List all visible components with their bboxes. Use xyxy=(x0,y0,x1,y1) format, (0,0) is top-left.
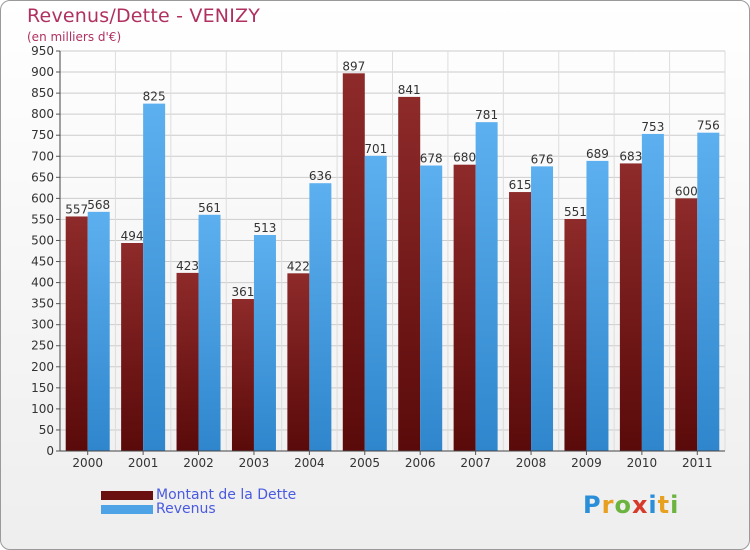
y-tick-label: 900 xyxy=(31,65,54,79)
data-label-dette-2001: 494 xyxy=(121,229,144,243)
data-label-revenus-2011: 756 xyxy=(697,119,720,133)
y-tick-label: 650 xyxy=(31,170,54,184)
y-tick-label: 0 xyxy=(46,444,54,458)
bar-revenus-2004 xyxy=(309,183,332,452)
y-tick-label: 550 xyxy=(31,212,54,226)
x-tick-label: 2007 xyxy=(460,456,491,470)
data-label-revenus-2005: 701 xyxy=(364,142,387,156)
data-label-revenus-2004: 636 xyxy=(309,169,332,183)
y-tick-label: 800 xyxy=(31,107,54,121)
y-tick-label: 100 xyxy=(31,402,54,416)
bar-revenus-2001 xyxy=(143,103,166,451)
data-label-dette-2006: 841 xyxy=(398,83,421,97)
y-tick-label: 450 xyxy=(31,255,54,269)
x-tick-label: 2006 xyxy=(405,456,436,470)
data-label-revenus-2001: 825 xyxy=(143,90,166,104)
bar-dette-2009 xyxy=(564,219,587,451)
data-label-revenus-2003: 513 xyxy=(254,221,277,235)
data-label-dette-2002: 423 xyxy=(176,259,199,273)
bar-dette-2001 xyxy=(121,243,144,451)
legend-item-revenus: Revenus xyxy=(101,501,216,517)
bar-revenus-2010 xyxy=(641,133,664,451)
bar-dette-2006 xyxy=(398,96,421,451)
data-label-revenus-2006: 678 xyxy=(420,152,443,166)
x-tick-label: 2004 xyxy=(294,456,325,470)
data-label-dette-2004: 422 xyxy=(287,259,310,273)
x-tick-label: 2011 xyxy=(682,456,713,470)
x-tick-label: 2009 xyxy=(571,456,602,470)
bar-dette-2000 xyxy=(65,216,88,451)
bar-revenus-2009 xyxy=(586,160,609,452)
x-tick-label: 2008 xyxy=(516,456,547,470)
y-tick-label: 500 xyxy=(31,233,54,247)
bar-revenus-2007 xyxy=(475,122,498,451)
y-tick-label: 750 xyxy=(31,128,54,142)
legend-swatch-revenus xyxy=(101,504,153,514)
x-tick-label: 2005 xyxy=(350,456,381,470)
bar-revenus-2002 xyxy=(198,214,221,451)
data-label-dette-2005: 897 xyxy=(342,59,365,73)
y-tick-label: 400 xyxy=(31,276,54,290)
data-label-dette-2003: 361 xyxy=(232,285,255,299)
x-tick-label: 2002 xyxy=(183,456,214,470)
data-label-revenus-2008: 676 xyxy=(531,152,554,166)
data-label-dette-2011: 600 xyxy=(675,184,698,198)
y-tick-label: 350 xyxy=(31,297,54,311)
legend-swatch-dette xyxy=(101,490,153,500)
chart-subtitle: (en milliers d'€) xyxy=(27,30,122,44)
data-label-dette-2008: 615 xyxy=(509,178,532,192)
data-label-dette-2000: 557 xyxy=(65,202,88,216)
y-tick-label: 950 xyxy=(31,44,54,58)
bar-revenus-2006 xyxy=(420,165,443,452)
chart-title: Revenus/Dette - VENIZY xyxy=(27,5,261,27)
x-tick-label: 2000 xyxy=(72,456,103,470)
legend-label-revenus: Revenus xyxy=(156,501,216,517)
bar-dette-2011 xyxy=(675,198,698,451)
y-tick-label: 300 xyxy=(31,318,54,332)
y-tick-label: 700 xyxy=(31,149,54,163)
data-label-revenus-2010: 753 xyxy=(641,120,664,134)
bar-revenus-2005 xyxy=(364,155,387,451)
data-label-revenus-2002: 561 xyxy=(198,201,221,215)
legend-label-dette: Montant de la Dette xyxy=(156,487,297,503)
data-label-dette-2010: 683 xyxy=(619,149,642,163)
bar-dette-2007 xyxy=(453,164,476,451)
data-label-dette-2009: 551 xyxy=(564,205,587,219)
x-tick-label: 2010 xyxy=(627,456,658,470)
y-tick-label: 250 xyxy=(31,339,54,353)
proxiti-logo: Proxiti xyxy=(583,491,680,519)
bar-dette-2003 xyxy=(231,299,254,451)
bar-dette-2005 xyxy=(342,73,365,451)
bar-revenus-2000 xyxy=(87,211,110,451)
y-tick-label: 50 xyxy=(39,423,54,437)
bar-revenus-2011 xyxy=(697,132,720,451)
y-tick-label: 600 xyxy=(31,191,54,205)
bar-dette-2008 xyxy=(509,192,532,452)
bar-revenus-2003 xyxy=(253,235,276,451)
bar-revenus-2008 xyxy=(531,166,554,452)
x-tick-label: 2001 xyxy=(128,456,159,470)
data-label-revenus-2009: 689 xyxy=(586,147,609,161)
bar-dette-2002 xyxy=(176,272,199,451)
y-tick-label: 200 xyxy=(31,360,54,374)
y-tick-label: 150 xyxy=(31,381,54,395)
x-tick-label: 2003 xyxy=(239,456,270,470)
data-label-dette-2007: 680 xyxy=(453,151,476,165)
data-label-revenus-2000: 568 xyxy=(87,198,110,212)
bar-dette-2004 xyxy=(287,273,310,451)
legend-item-dette: Montant de la Dette xyxy=(101,487,296,503)
y-tick-label: 850 xyxy=(31,86,54,100)
data-label-revenus-2007: 781 xyxy=(475,108,498,122)
bar-dette-2010 xyxy=(619,163,642,451)
